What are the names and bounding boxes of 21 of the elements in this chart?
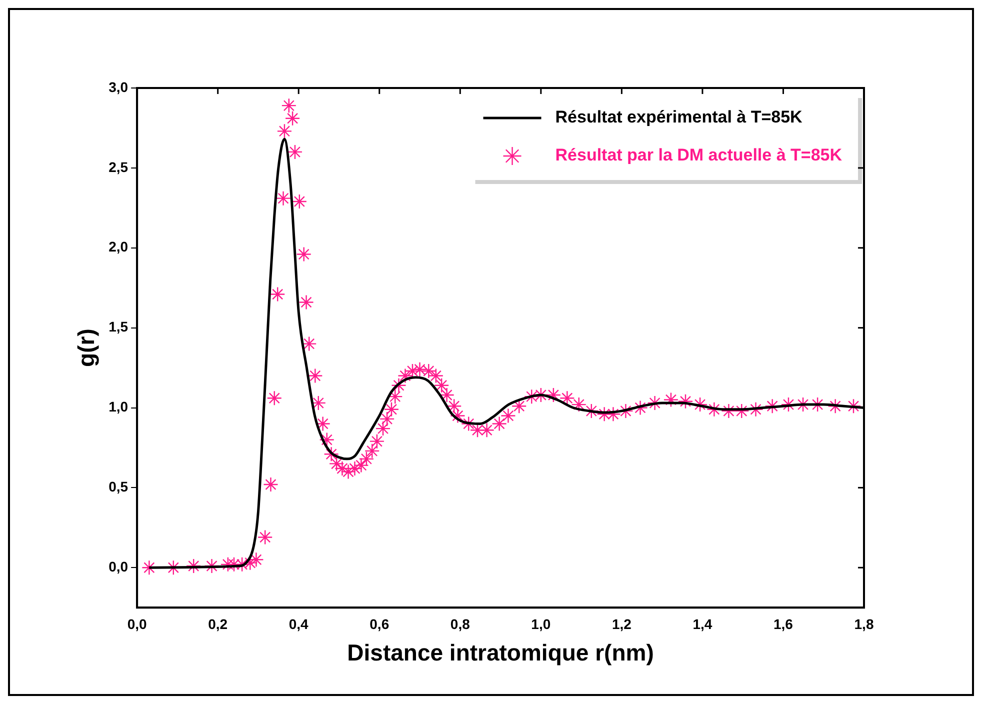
legend-label: Résultat par la DM actuelle à T=85K [555,146,843,165]
x-tick-label: 0,6 [370,616,390,632]
y-tick-label: 0,5 [108,478,128,495]
x-tick-label: 1,6 [773,616,794,632]
x-tick-label: 0,4 [288,616,309,632]
y-tick-label: 0,0 [108,558,128,574]
y-tick-label: 1,5 [108,318,128,335]
x-tick-label: 0,8 [450,616,470,632]
legend-label: Résultat expérimental à T=85K [555,108,804,127]
y-tick-label: 3,0 [108,78,128,95]
x-tick-label: 0,2 [208,616,228,632]
x-tick-label: 0,0 [127,616,148,632]
x-axis-title: Distance intratomique r(nm) [347,640,654,666]
x-tick-label: 1,8 [854,616,874,632]
y-axis-title: g(r) [73,328,100,367]
y-tick-label: 2,0 [108,238,128,255]
y-tick-label: 2,5 [108,158,128,175]
x-tick-label: 1,0 [531,616,551,632]
x-tick-label: 1,2 [612,616,632,632]
y-tick-label: 1,0 [108,398,128,415]
x-tick-label: 1,4 [692,616,712,632]
